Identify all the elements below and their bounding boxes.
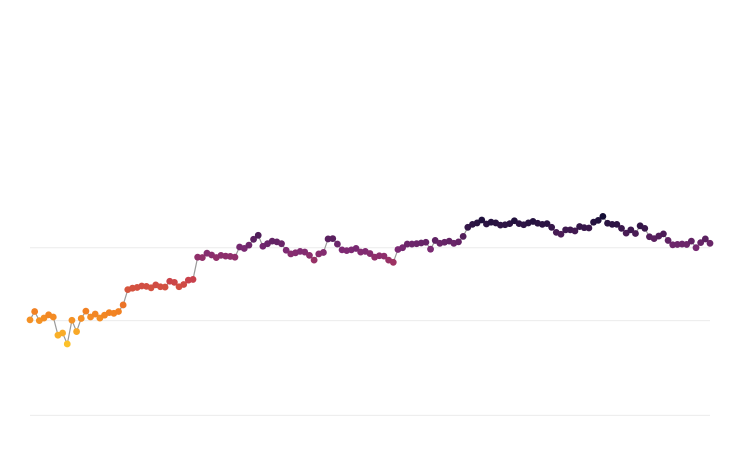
data-point-146: [706, 239, 714, 247]
data-point-7: [59, 329, 66, 337]
data-point-111: [543, 220, 551, 228]
data-point-143: [692, 244, 700, 252]
data-point-130: [632, 230, 639, 237]
data-point-63: [320, 249, 327, 256]
series-line: [29, 215, 711, 346]
data-point-80: [399, 244, 406, 252]
data-point-0: [26, 316, 34, 324]
data-point-33: [180, 281, 188, 288]
data-point-92: [455, 238, 462, 246]
data-point-61: [310, 256, 318, 264]
data-point-132: [641, 224, 649, 232]
data-point-14: [91, 310, 99, 318]
data-point-9: [68, 316, 76, 324]
data-point-115: [562, 226, 570, 234]
data-point-44: [231, 253, 239, 261]
series-line-layer: [29, 215, 711, 346]
data-point-20: [119, 301, 127, 309]
data-point-142: [687, 237, 695, 245]
data-point-54: [278, 240, 285, 248]
data-point-85: [422, 238, 430, 246]
data-point-129: [627, 226, 635, 234]
data-point-76: [380, 252, 388, 260]
data-point-93: [459, 233, 467, 240]
data-point-137: [664, 237, 672, 244]
data-point-123: [599, 212, 607, 220]
data-point-48: [250, 235, 257, 243]
data-point-122: [594, 216, 602, 224]
data-point-65: [329, 235, 337, 242]
data-point-117: [571, 227, 579, 235]
data-point-97: [478, 216, 486, 224]
data-point-5: [49, 313, 57, 321]
data-point-11: [77, 315, 85, 322]
data-point-86: [427, 245, 434, 253]
data-point-47: [245, 241, 253, 249]
data-point-1: [31, 308, 39, 315]
data-point-19: [115, 308, 122, 315]
data-point-114: [557, 230, 565, 238]
data-point-10: [73, 328, 80, 335]
data-point-37: [198, 254, 206, 261]
data-point-29: [161, 283, 169, 291]
data-point-81: [403, 240, 411, 248]
data-point-127: [618, 224, 625, 232]
data-point-31: [170, 278, 178, 286]
data-point-144: [697, 239, 705, 247]
data-point-73: [366, 250, 374, 257]
data-point-120: [585, 224, 593, 232]
data-point-60: [306, 251, 313, 259]
data-point-145: [701, 235, 709, 243]
data-point-126: [613, 220, 621, 228]
data-point-66: [334, 240, 341, 248]
data-point-8: [63, 340, 71, 348]
data-point-70: [352, 245, 360, 252]
data-point-136: [660, 230, 667, 238]
data-point-125: [608, 220, 616, 228]
data-point-55: [282, 246, 290, 254]
data-point-78: [389, 258, 397, 266]
data-point-112: [548, 223, 556, 231]
data-point-35: [189, 276, 197, 283]
data-point-49: [254, 231, 262, 239]
data-point-12: [82, 307, 90, 315]
data-points: [26, 212, 714, 348]
gridlines: [30, 247, 710, 416]
